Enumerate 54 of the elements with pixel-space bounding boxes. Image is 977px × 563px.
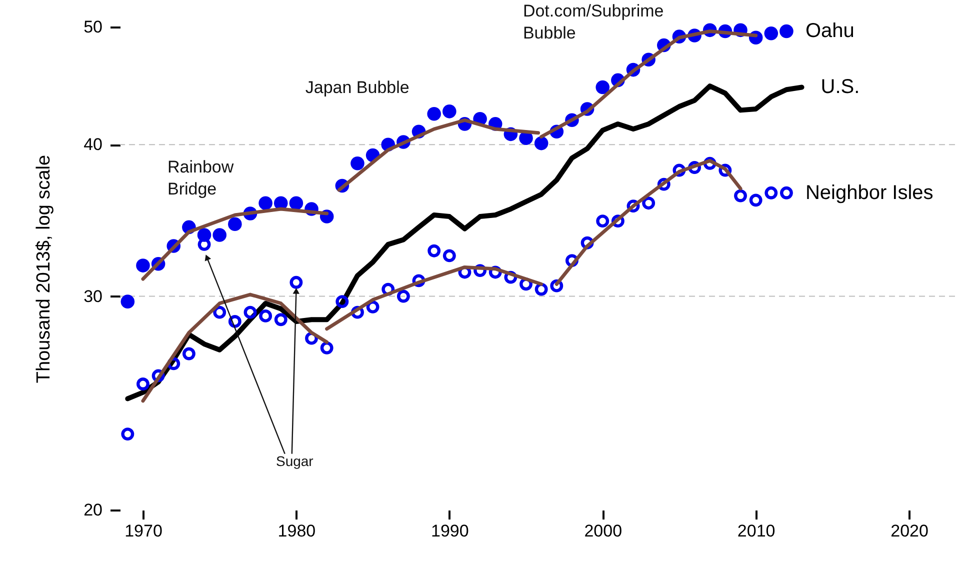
y-tick-label: 30 [84,286,102,306]
point [274,313,288,326]
y-axis-title: Thousand 2013$, log scale [34,154,55,384]
point [136,258,150,272]
y-tick-label: 20 [84,500,102,520]
series-label: U.S. [820,76,860,98]
point [764,186,778,200]
y-tick-label: 50 [84,18,102,36]
point [350,156,364,170]
point [442,104,456,118]
point [642,196,656,210]
point [428,244,441,258]
point [780,24,794,38]
x-tick-label: 2010 [737,522,776,540]
point [120,294,135,308]
point [734,189,747,202]
point [396,290,410,303]
point [749,194,762,207]
point [213,306,226,319]
point [212,228,226,242]
series-label: Oahu [805,20,854,42]
point [290,276,303,289]
x-tick-label: 1990 [430,522,469,540]
point [442,249,456,262]
x-tick-label: 1970 [124,522,162,540]
annotation: Rainbow Bridge [167,157,234,198]
annotation: Japan Bubble [305,78,410,98]
point [289,196,304,210]
series-label: Neighbor Isles [805,182,934,204]
point [228,217,242,232]
point [258,196,272,210]
point [244,306,257,319]
point [596,80,610,94]
y-tick-label: 40 [84,135,102,154]
x-tick-label: 2000 [584,522,622,540]
annotation: Dot.com/Subprime Bubble [522,1,664,42]
point [121,428,134,441]
point [228,314,242,328]
point [320,341,334,354]
x-tick-label: 1980 [278,522,316,540]
point [336,295,349,308]
point [780,186,793,200]
line-series [141,292,329,403]
annotation: Sugar [276,452,314,469]
x-tick-label: 2020 [890,522,928,540]
point [136,378,150,390]
point [764,26,778,40]
point [534,136,548,150]
line-series [554,158,742,286]
point [259,309,272,322]
point [182,347,196,360]
point [427,107,441,121]
line-series [325,265,544,331]
point [596,214,610,228]
